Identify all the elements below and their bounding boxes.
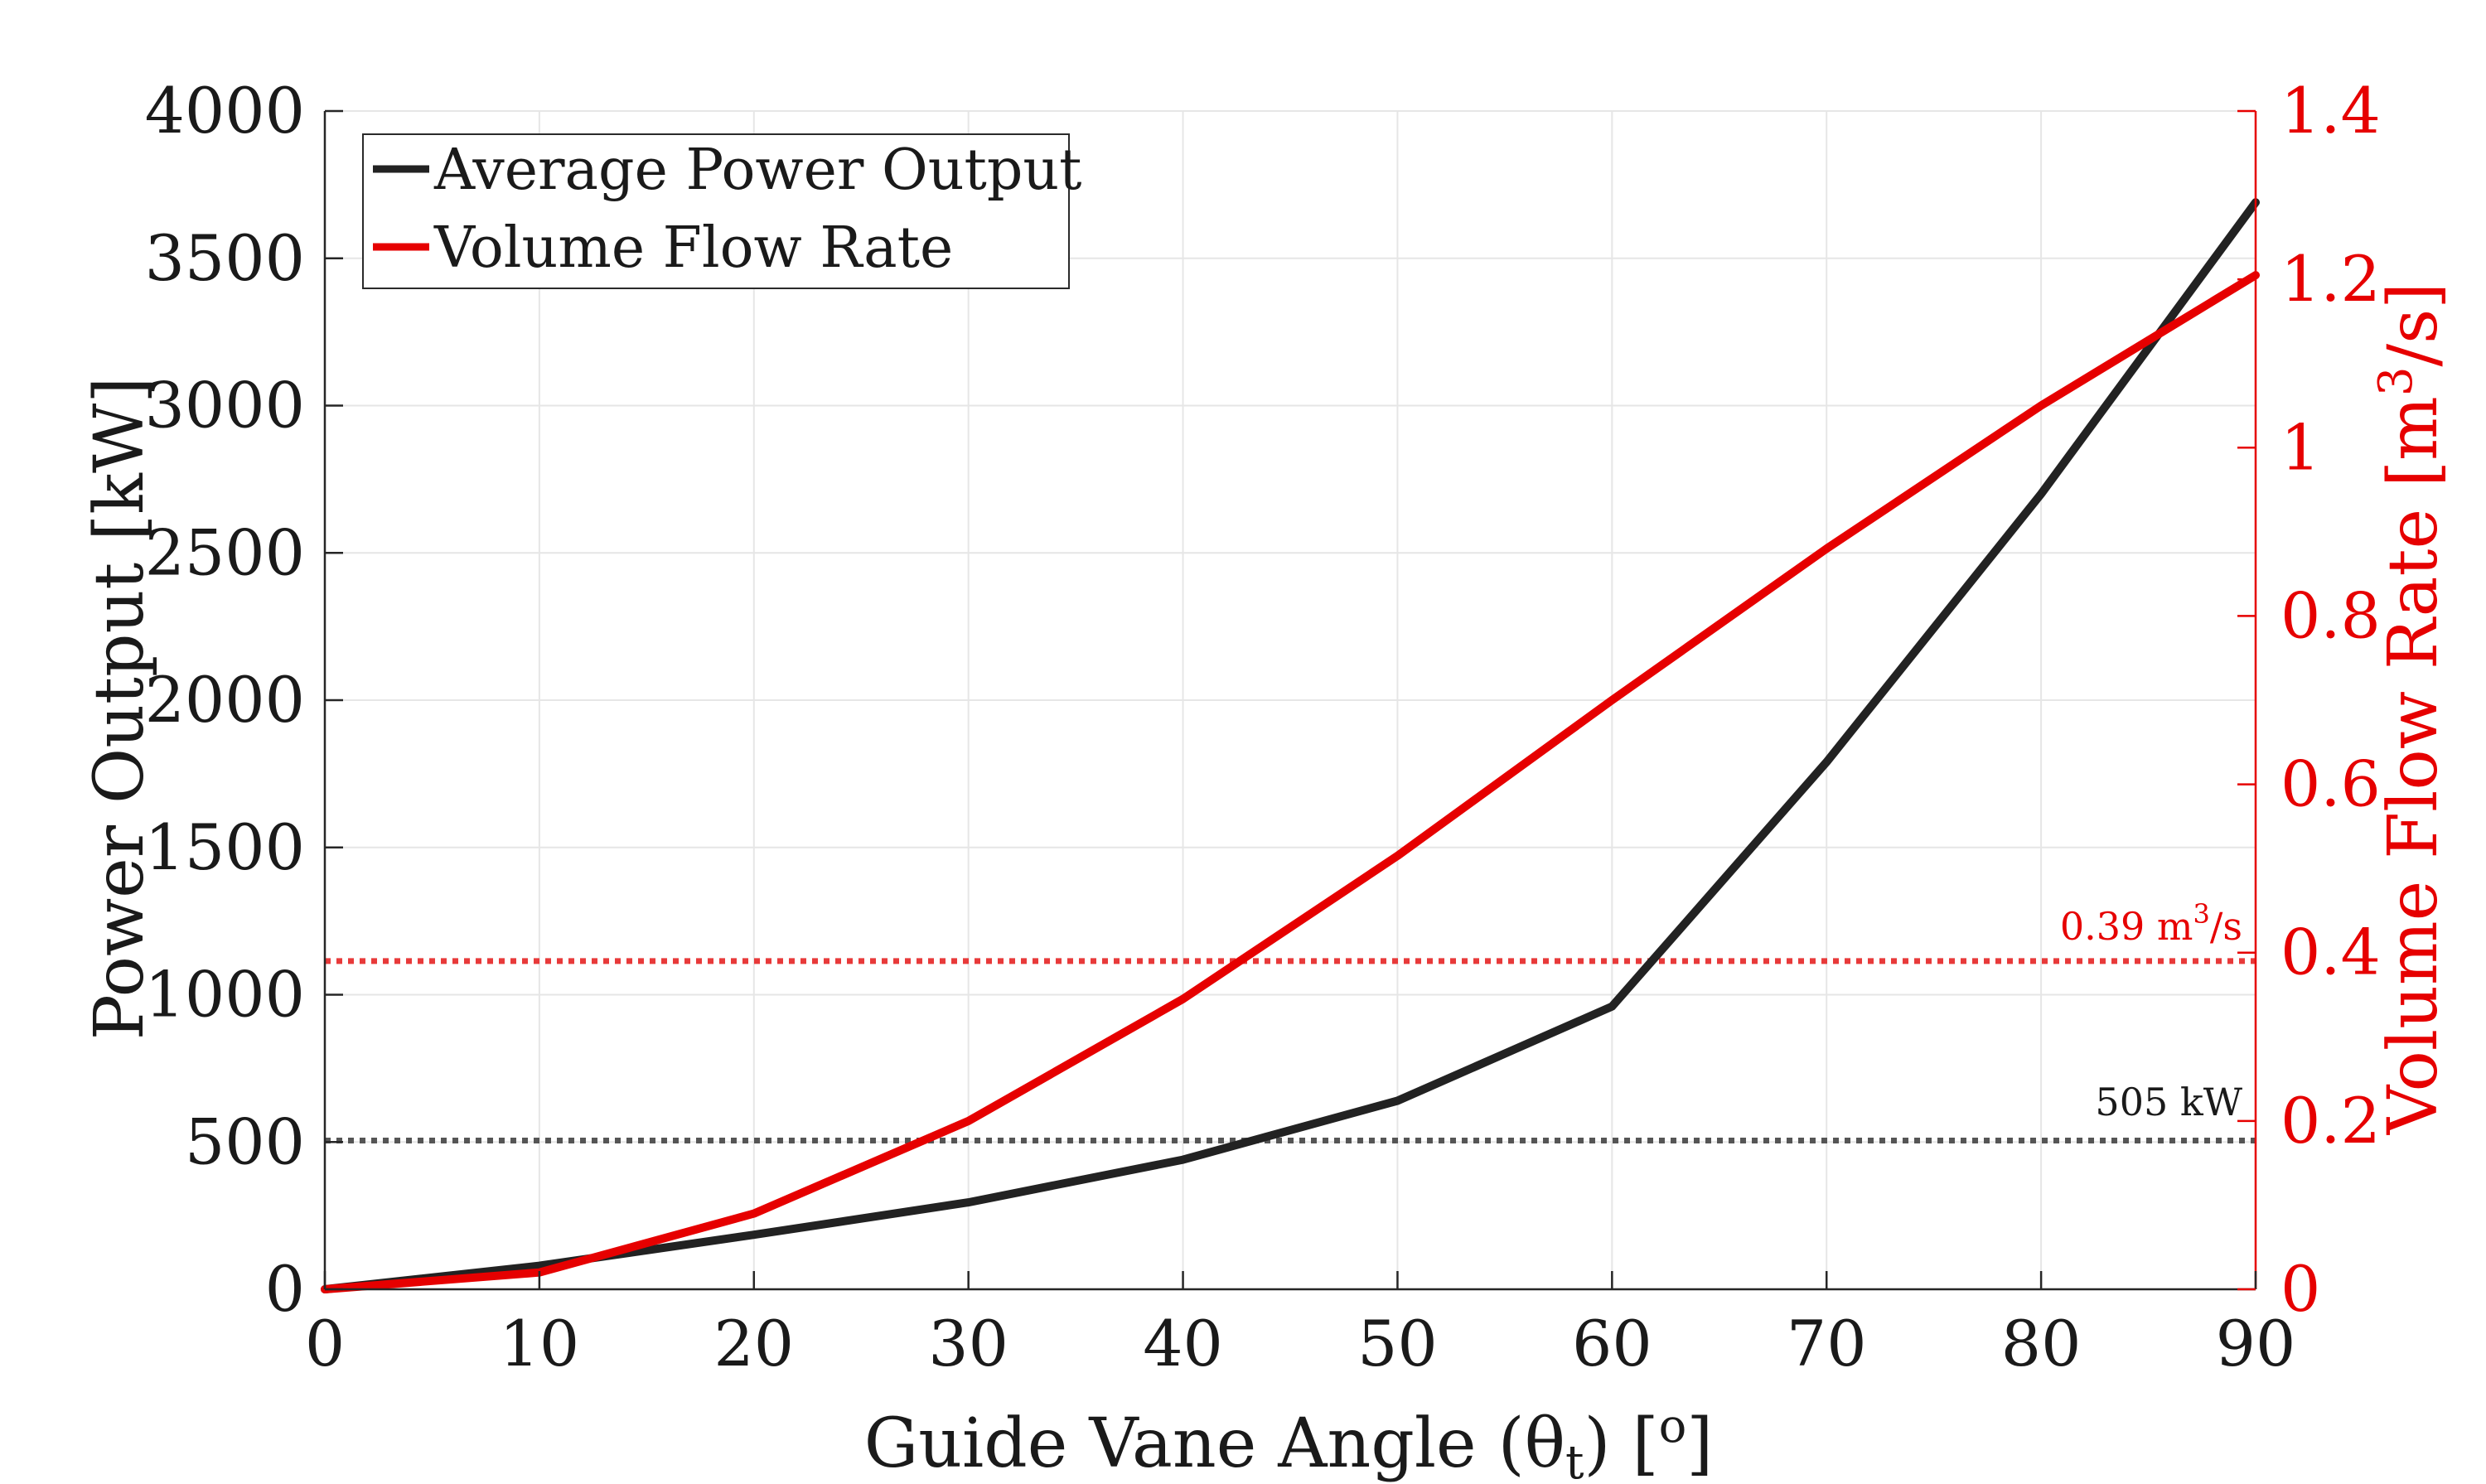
- y-left-tick-label-5: 2500: [145, 515, 305, 589]
- y-left-tick-label-8: 4000: [145, 74, 305, 147]
- legend-box: [362, 133, 1070, 289]
- y-left-tick-label-1: 500: [185, 1105, 305, 1178]
- y-right-tick-label-1: 0.2: [2280, 1084, 2381, 1158]
- y-right-tick-label-5: 1: [2280, 410, 2320, 484]
- x-tick-label-0: 0: [305, 1307, 345, 1380]
- x-tick-label-7: 70: [1787, 1307, 1867, 1380]
- y-right-tick-label-7: 1.4: [2280, 74, 2381, 147]
- y-left-tick-label-4: 2000: [145, 663, 305, 737]
- y-left-tick-label-3: 1500: [145, 810, 305, 884]
- x-tick-label-3: 30: [928, 1307, 1008, 1380]
- x-tick-label-5: 50: [1357, 1307, 1438, 1380]
- y-right-tick-label-0: 0: [2280, 1252, 2320, 1326]
- axes: [323, 109, 2257, 1291]
- legend-label-flow: Volume Flow Rate: [433, 215, 953, 281]
- x-tick-label-4: 40: [1143, 1307, 1223, 1380]
- y-left-tick-label-2: 1000: [145, 958, 305, 1032]
- x-tick-label-8: 80: [2001, 1307, 2082, 1380]
- legend: Average Power Output Volume Flow Rate: [362, 133, 1081, 289]
- y-left-tick-label-6: 3000: [145, 369, 305, 442]
- y-right-tick-label-6: 1.2: [2280, 242, 2381, 316]
- y-left-tick-label-7: 3500: [145, 221, 305, 295]
- x-tick-label-6: 60: [1572, 1307, 1652, 1380]
- y-right-tick-label-3: 0.6: [2280, 747, 2381, 821]
- annotation-039-flow: 0.39 m3/s: [2060, 898, 2242, 949]
- x-tick-label-1: 10: [500, 1307, 580, 1380]
- y-right-tick-label-2: 0.4: [2280, 916, 2381, 989]
- annotation-505-kw: 505 kW: [2095, 1080, 2242, 1124]
- x-axis-title: Guide Vane Angle (θt) [o]: [864, 1399, 1714, 1484]
- y-left-axis-title: Power Output [kW]: [80, 377, 159, 1040]
- series-line-0: [321, 198, 2260, 1293]
- x-tick-label-9: 90: [2216, 1307, 2296, 1380]
- y-right-axis-title: Volume Flow Rate [m3/s]: [2369, 283, 2453, 1135]
- y-left-tick-label-0: 0: [265, 1252, 305, 1326]
- reference-lines: [325, 958, 2256, 1143]
- series-line-1: [321, 271, 2260, 1293]
- legend-label-power: Average Power Output: [433, 138, 1081, 203]
- x-tick-label-2: 20: [713, 1307, 794, 1380]
- tick-labels: 0 10 20 30 40 50 60 70 80 90050010001500200025003…: [145, 74, 2381, 1380]
- y-right-tick-label-4: 0.8: [2280, 578, 2381, 652]
